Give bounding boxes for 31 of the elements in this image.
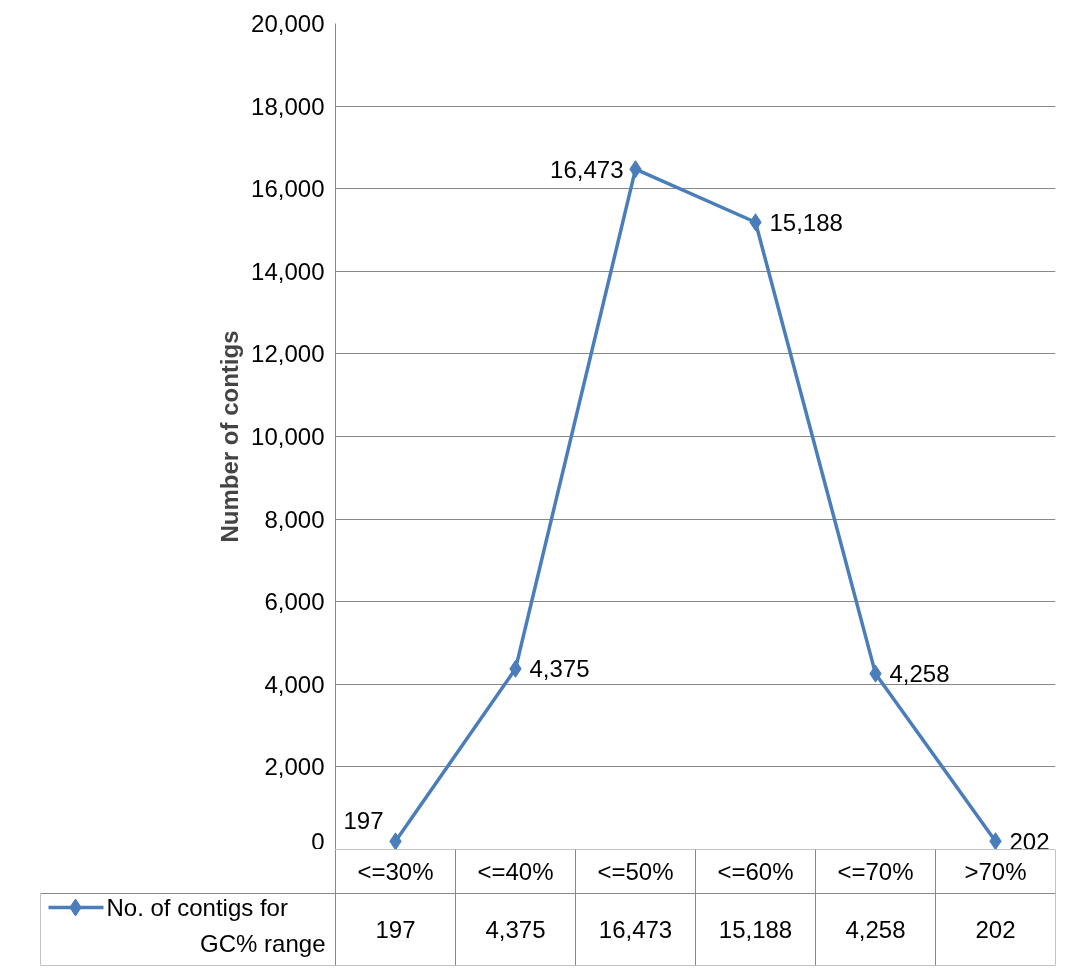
y-tick-label: 4,000 — [264, 670, 325, 698]
y-tick-label: 10,000 — [251, 423, 325, 450]
data-label: 4,375 — [485, 916, 546, 943]
y-tick-label: 6,000 — [264, 588, 325, 616]
text: 197 — [343, 807, 384, 835]
y-tick-label: 18,000 — [251, 92, 325, 120]
data-label: 15,188 — [718, 916, 793, 943]
text: 16,473 — [550, 155, 624, 183]
y-tick-label: 2,000 — [264, 753, 325, 781]
x-tick-label: >70% — [964, 858, 1027, 885]
text: 15,188 — [769, 208, 843, 236]
x-tick-label: <=40% — [477, 858, 554, 885]
x-tick-label: <=70% — [837, 858, 914, 885]
data-label: 202 — [975, 916, 1016, 943]
legend-label: No. of contigs for GC% range — [106, 894, 326, 957]
x-tick-label: <=60% — [717, 858, 794, 885]
text: 4,258 — [889, 660, 950, 688]
y-tick-label: 16,000 — [251, 175, 325, 203]
data-label: 197 — [375, 916, 416, 943]
y-tick-label: 0 — [311, 827, 325, 855]
x-tick-label: <=50% — [597, 858, 674, 885]
y-tick-label: 12,000 — [251, 340, 325, 368]
data-label: 16,473 — [598, 916, 673, 943]
x-tick-label: <=30% — [357, 858, 434, 885]
y-tick-label: 14,000 — [251, 257, 325, 285]
y-tick-label: 20,000 — [251, 10, 325, 37]
text: 4,375 — [529, 655, 590, 683]
y-tick-label: 8,000 — [264, 505, 325, 533]
y-axis-title: Number of contigs — [216, 330, 244, 543]
text: 202 — [1009, 827, 1050, 855]
data-label: 4,258 — [845, 916, 906, 943]
